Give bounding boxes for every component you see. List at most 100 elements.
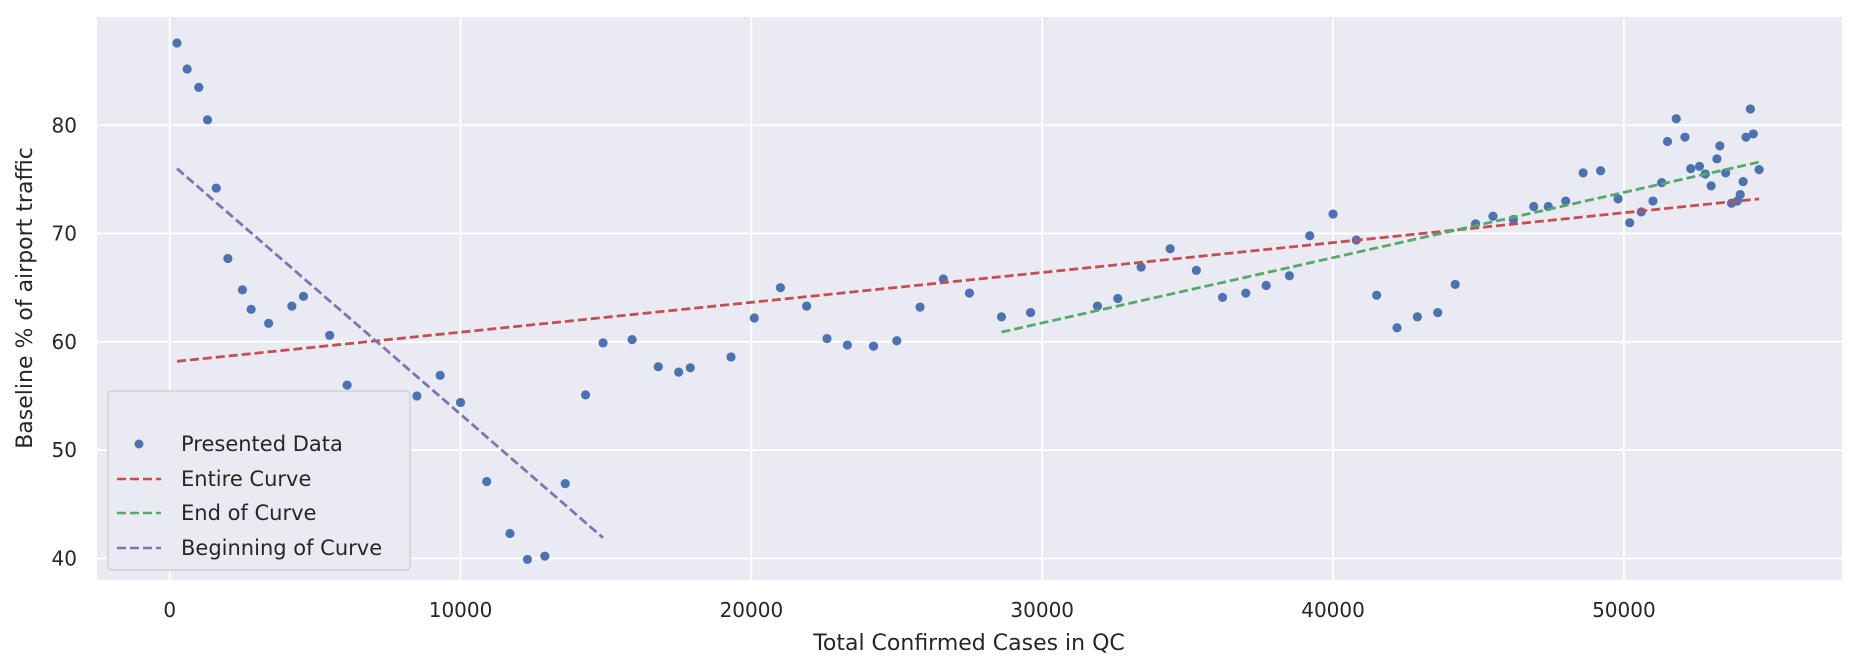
data-point: [1715, 141, 1725, 151]
data-point: [1748, 129, 1758, 139]
data-point: [223, 253, 233, 264]
data-point: [435, 370, 445, 380]
data-point: [996, 312, 1007, 322]
data-point: [964, 288, 975, 298]
legend-marker-presented-data: [134, 439, 144, 449]
data-point: [325, 330, 335, 340]
data-point: [685, 363, 695, 373]
data-point: [1694, 161, 1705, 172]
data-point: [1488, 211, 1498, 221]
data-point: [1217, 292, 1228, 303]
data-point: [1261, 280, 1271, 291]
data-point: [1136, 262, 1146, 272]
legend-label-beginning-of-curve: Beginning of Curve: [181, 536, 382, 560]
data-point: [1025, 307, 1036, 318]
data-point: [1712, 154, 1722, 164]
data-point: [237, 285, 248, 295]
data-point: [868, 341, 879, 351]
data-point: [1706, 181, 1716, 191]
data-point: [1735, 189, 1745, 200]
legend-label-presented-data: Presented Data: [181, 432, 343, 456]
data-point: [1191, 265, 1201, 275]
data-point: [1741, 132, 1751, 142]
data-point: [1648, 196, 1658, 206]
data-point: [1284, 271, 1295, 281]
data-point: [1680, 132, 1690, 142]
data-point: [726, 352, 736, 362]
y-tick-label: 70: [52, 222, 77, 246]
data-point: [1754, 165, 1764, 175]
data-point: [211, 183, 221, 193]
x-tick-label: 30000: [1010, 598, 1074, 622]
data-point: [194, 82, 204, 92]
y-tick-label: 40: [52, 546, 77, 570]
data-point: [263, 318, 274, 329]
beginning-of-curve-fit-line: [176, 167, 604, 539]
tick-labels: 0 10000 20000 30000 40000 50000 40 50 60 70 80: [52, 113, 1656, 622]
y-tick-label: 60: [52, 330, 77, 354]
legend-label-end-of-curve: End of Curve: [181, 501, 316, 525]
data-point: [1412, 312, 1422, 322]
x-tick-label: 50000: [1592, 598, 1656, 622]
data-point: [581, 390, 591, 400]
data-point: [287, 301, 297, 311]
data-point: [598, 338, 608, 348]
data-point: [1578, 168, 1588, 178]
data-point: [1165, 244, 1175, 254]
data-point: [1671, 114, 1681, 124]
data-point: [1392, 323, 1402, 333]
data-point: [1433, 307, 1443, 318]
data-point: [1305, 231, 1315, 241]
data-point: [1561, 196, 1571, 206]
data-point: [892, 336, 902, 346]
data-point: [172, 38, 182, 48]
data-point: [842, 340, 852, 350]
entire-curve-fit-line: [176, 197, 1760, 363]
legend-box: [107, 390, 411, 571]
data-point: [522, 554, 533, 565]
data-point: [412, 391, 422, 401]
data-point: [202, 115, 213, 125]
data-point: [246, 304, 256, 314]
x-tick-label: 40000: [1301, 598, 1365, 622]
x-axis-label: Total Confirmed Cases in QC: [812, 631, 1125, 656]
legend: Presented Data Entire Curve End of Curve…: [107, 390, 411, 571]
x-tick-label: 20000: [720, 598, 784, 622]
data-point: [1092, 301, 1103, 311]
data-point: [1662, 136, 1673, 147]
data-point: [298, 291, 309, 301]
data-point: [1450, 279, 1460, 290]
data-point: [674, 367, 684, 377]
data-point: [627, 335, 637, 345]
data-point: [1241, 288, 1251, 298]
data-point: [775, 283, 786, 293]
x-tick-label: 0: [163, 598, 176, 622]
x-tick-label: 10000: [429, 598, 493, 622]
data-point: [1738, 176, 1748, 187]
data-point: [1686, 163, 1696, 174]
y-tick-label: 50: [52, 438, 77, 462]
data-point: [822, 333, 832, 344]
data-point: [1625, 218, 1635, 228]
y-axis-label: Baseline % of airport traffic: [13, 147, 38, 449]
y-tick-label: 80: [52, 113, 77, 137]
data-point: [1113, 293, 1123, 304]
data-point: [749, 313, 759, 323]
data-point: [802, 301, 812, 311]
data-point: [540, 551, 550, 561]
data-point: [505, 528, 515, 539]
data-point: [915, 302, 925, 312]
data-point: [182, 64, 192, 74]
data-point: [455, 397, 466, 408]
legend-label-entire-curve: Entire Curve: [181, 467, 311, 491]
data-point: [1596, 166, 1606, 176]
data-point: [1529, 201, 1539, 212]
series-layer: [172, 38, 1764, 565]
data-point: [1372, 290, 1382, 300]
data-point: [1613, 194, 1623, 204]
data-point: [653, 362, 663, 372]
data-point: [1745, 104, 1755, 114]
data-point: [342, 380, 352, 390]
data-point: [1721, 168, 1731, 178]
